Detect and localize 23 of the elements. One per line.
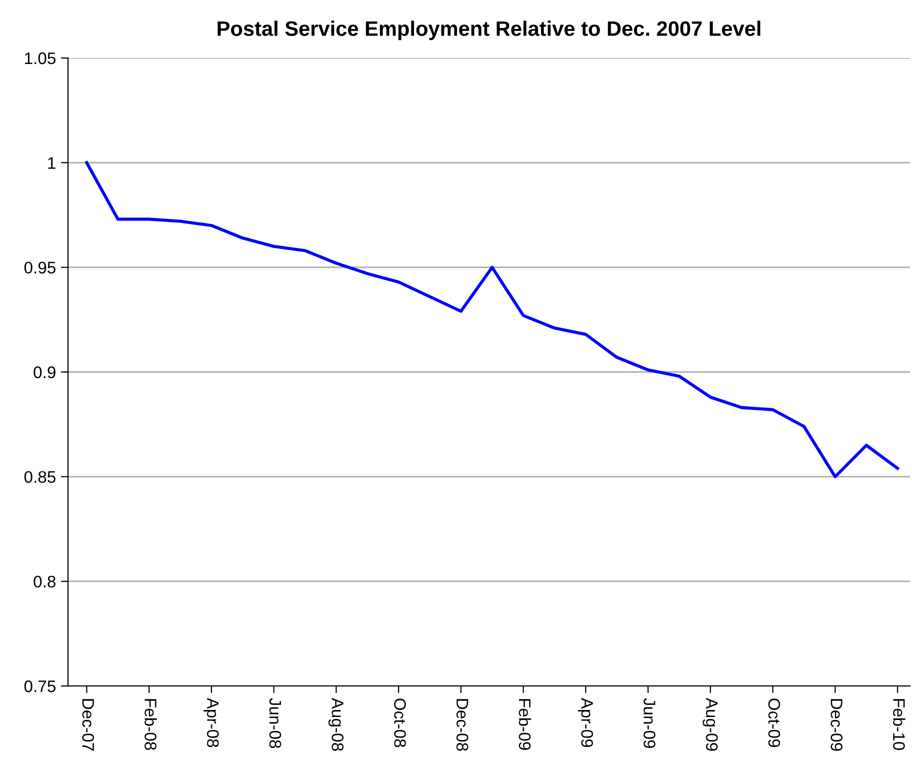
x-tick-label: Feb-08 xyxy=(144,699,157,750)
x-tick-label: Jun-08 xyxy=(269,698,282,748)
y-tick-label: 0.8 xyxy=(34,576,56,588)
x-tick-label: Dec-08 xyxy=(456,699,468,751)
x-tick-label: Oct-08 xyxy=(394,698,406,748)
y-tick-label: 0.95 xyxy=(24,262,56,274)
x-tick-label: Aug-08 xyxy=(328,698,344,751)
line-series xyxy=(85,161,900,478)
y-tick-label: 0.75 xyxy=(24,680,56,692)
x-tick-label: Feb-09 xyxy=(518,699,532,750)
y-tick-label: 0.9 xyxy=(34,366,56,378)
x-tick-label: Aug-09 xyxy=(702,698,718,751)
y-tick-label: 1 xyxy=(48,157,56,169)
y-tick-label: 0.85 xyxy=(24,471,56,483)
x-tick-label: Apr-09 xyxy=(578,698,593,748)
x-tick-label: Apr-08 xyxy=(204,698,219,748)
y-tick-label: 1.05 xyxy=(25,52,56,64)
x-tick-label: Oct-09 xyxy=(768,698,780,748)
chart-title: Postal Service Employment Relative to Dec. 2007 Level xyxy=(218,20,760,40)
x-tick-label: Feb-10 xyxy=(893,699,906,750)
x-tick-label: Dec-09 xyxy=(830,699,842,751)
x-tick-label: Jun-09 xyxy=(644,698,656,748)
x-tick-label: Dec-07 xyxy=(82,699,94,751)
